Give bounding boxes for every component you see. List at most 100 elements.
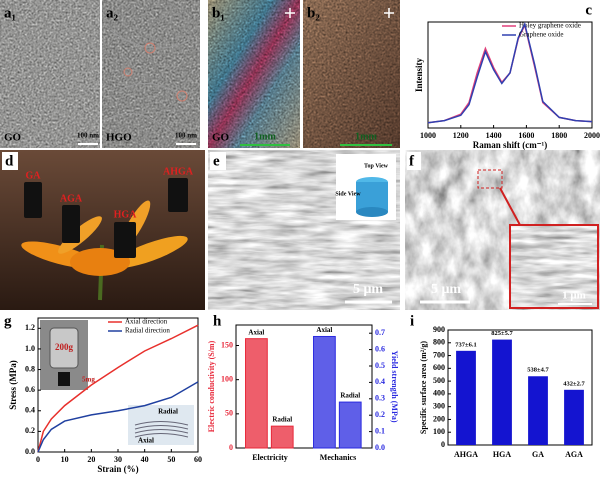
y2-axis-label: Yield strength (MPa) — [390, 351, 399, 423]
panel-label: b₁ — [212, 5, 225, 21]
y-tick-label: 400 — [433, 389, 445, 398]
y-tick-label: 0.0 — [25, 447, 35, 456]
bar — [245, 338, 268, 449]
panel-label: a₂ — [106, 5, 119, 21]
x-tick-label: 60 — [194, 455, 202, 464]
y-tick-label: 600 — [433, 363, 445, 372]
x-tick-label: 1200 — [453, 131, 469, 140]
y-tick-label: 0 — [441, 440, 445, 449]
weight — [49, 327, 79, 369]
bar — [338, 401, 362, 449]
label-box — [210, 152, 226, 170]
label-box — [2, 152, 18, 170]
bar — [528, 376, 548, 445]
y-tick-label: 0.4 — [25, 406, 35, 415]
data-line — [37, 324, 199, 453]
x-tick-label: 2000 — [584, 131, 600, 140]
bar — [270, 425, 294, 449]
y-axis-label: Electric conductivity (S/m) — [207, 340, 216, 432]
y-tick-label: 0.2 — [25, 426, 35, 435]
bar-label: Radial — [340, 392, 360, 400]
x-axis-label: Strain (%) — [97, 464, 138, 474]
y-axis-label: Stress (MPa) — [8, 360, 18, 410]
x-tick-label: 40 — [141, 455, 149, 464]
y-axis-label: Specific surface area (m²/g) — [419, 341, 428, 434]
y-tick-label: 700 — [433, 350, 445, 359]
value-label: 538±4.7 — [527, 367, 549, 374]
plot-frame — [235, 324, 373, 449]
panel-label: g — [4, 313, 12, 329]
y-tick-label: 900 — [433, 325, 445, 334]
sheet-edge — [104, 29, 197, 141]
bar — [564, 389, 584, 445]
panel-label: b₂ — [307, 5, 320, 21]
plot-frame — [427, 21, 593, 129]
inset-label: 200g — [55, 342, 74, 352]
y-tick-label: 300 — [433, 401, 445, 410]
y-tick-label: 0.6 — [25, 385, 35, 394]
panel-label: e — [213, 153, 220, 169]
y-tick-label: 1.0 — [25, 344, 35, 353]
y-tick-label: 0.2 — [375, 410, 385, 419]
panel-label: i — [410, 313, 414, 329]
aerogel — [58, 372, 70, 386]
inset-label: Top View — [364, 163, 389, 169]
layer — [134, 421, 189, 426]
panel-label: f — [409, 153, 415, 169]
sample-label: GA — [26, 170, 42, 181]
y-tick-label: 0.5 — [375, 361, 385, 370]
x-tick-label: 1800 — [551, 131, 567, 140]
y-tick-label: 800 — [433, 338, 445, 347]
petal — [112, 235, 188, 269]
inset-label: Radial — [158, 408, 178, 416]
y-tick-label: 500 — [433, 376, 445, 385]
data-line — [427, 21, 593, 124]
x-tick-label: 20 — [87, 455, 95, 464]
panel-label: c — [585, 2, 592, 18]
hole-marker — [144, 42, 156, 54]
tem-texture — [102, 0, 200, 148]
cylinder-bottom — [356, 207, 388, 217]
legend-label: Graphene oxide — [519, 31, 564, 39]
sample-label: AGA — [60, 193, 83, 204]
scale-label: 100 nm — [175, 132, 197, 140]
zoom-arrow — [499, 187, 521, 226]
y-tick-label: 100 — [433, 427, 445, 436]
hole-marker — [123, 67, 133, 77]
y-tick-label: 0.3 — [375, 394, 385, 403]
inset-label: 5mg — [82, 376, 95, 384]
aerogel-block — [24, 182, 42, 218]
y-tick-label: 0.7 — [375, 328, 385, 337]
sample-label: AHGA — [163, 166, 194, 177]
layer — [134, 429, 189, 434]
bar — [492, 339, 512, 445]
aerogel-block — [62, 205, 80, 243]
label-box — [407, 152, 421, 170]
x-tick-label: 30 — [114, 455, 122, 464]
scale-label: 5 μm — [431, 282, 461, 297]
y-tick-label: 0 — [229, 443, 233, 452]
bar — [456, 350, 476, 445]
layer — [134, 425, 189, 430]
x-tick-label: GA — [532, 450, 544, 459]
sample-label: HGA — [114, 209, 138, 220]
y-axis-label: Intensity — [414, 58, 424, 93]
bar — [313, 335, 336, 449]
data-line — [37, 381, 199, 453]
scale-label: 100 nm — [77, 132, 99, 140]
y-tick-label: 0.6 — [375, 344, 385, 353]
legend-label: Holey graphene oxide — [519, 22, 581, 30]
panel-label: h — [213, 313, 222, 329]
scale-label: 1mm — [355, 131, 377, 142]
inset-diagram — [128, 405, 194, 445]
image-texture — [208, 0, 300, 148]
y-tick-label: 0.1 — [375, 426, 385, 435]
scale-label: 1mm — [254, 131, 276, 142]
hole-marker — [176, 90, 188, 102]
sample-label: GO — [212, 132, 230, 144]
y-tick-label: 100 — [221, 374, 233, 383]
image-texture — [303, 0, 400, 148]
x-tick-label: 50 — [167, 455, 175, 464]
aerogel-block — [114, 222, 136, 258]
